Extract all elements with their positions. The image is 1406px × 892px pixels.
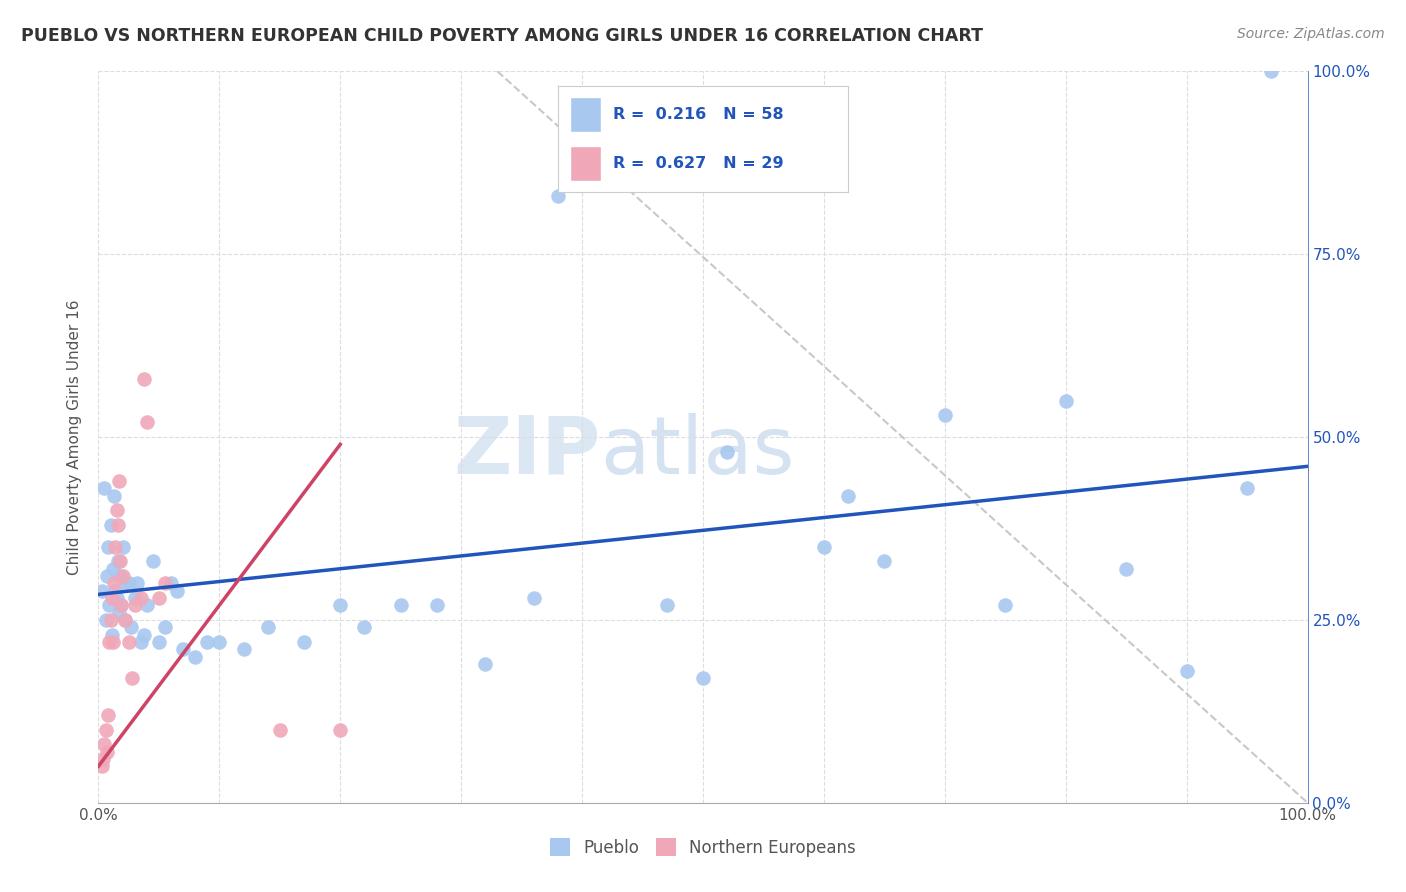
Point	[148, 635, 170, 649]
Point	[1054, 393, 1077, 408]
Point	[98, 635, 121, 649]
Point	[107, 517, 129, 532]
Point	[208, 635, 231, 649]
Point	[100, 627, 122, 641]
Point	[329, 599, 352, 613]
Point	[692, 672, 714, 686]
Point	[93, 737, 115, 751]
Legend: Pueblo, Northern Europeans: Pueblo, Northern Europeans	[550, 838, 856, 856]
Point	[934, 408, 956, 422]
Point	[104, 540, 127, 554]
Point	[96, 745, 118, 759]
Point	[994, 599, 1017, 613]
Point	[100, 517, 122, 532]
Point	[232, 642, 254, 657]
Point	[129, 635, 152, 649]
Point	[329, 723, 352, 737]
Text: Source: ZipAtlas.com: Source: ZipAtlas.com	[1237, 27, 1385, 41]
Text: atlas: atlas	[600, 413, 794, 491]
Point	[108, 474, 131, 488]
Point	[1236, 481, 1258, 495]
Point	[103, 576, 125, 591]
Point	[111, 569, 134, 583]
Point	[108, 554, 131, 568]
Point	[94, 723, 117, 737]
Point	[148, 591, 170, 605]
Point	[91, 759, 114, 773]
Point	[172, 642, 194, 657]
Point	[716, 444, 738, 458]
Point	[108, 606, 131, 620]
Point	[93, 481, 115, 495]
Point	[256, 620, 278, 634]
Point	[142, 554, 165, 568]
Point	[96, 569, 118, 583]
Point	[118, 576, 141, 591]
Point	[97, 540, 120, 554]
Point	[101, 635, 124, 649]
Point	[523, 591, 546, 605]
Point	[104, 583, 127, 598]
Point	[124, 591, 146, 605]
Point	[91, 752, 114, 766]
Point	[184, 649, 207, 664]
Point	[97, 708, 120, 723]
Point	[1260, 64, 1282, 78]
Point	[100, 591, 122, 605]
Point	[129, 591, 152, 605]
Point	[389, 599, 412, 613]
Point	[1115, 562, 1137, 576]
Point	[98, 599, 121, 613]
Point	[426, 599, 449, 613]
Point	[108, 569, 131, 583]
Point	[1175, 664, 1198, 678]
Point	[269, 723, 291, 737]
Point	[837, 489, 859, 503]
Point	[110, 599, 132, 613]
Text: PUEBLO VS NORTHERN EUROPEAN CHILD POVERTY AMONG GIRLS UNDER 16 CORRELATION CHART: PUEBLO VS NORTHERN EUROPEAN CHILD POVERT…	[21, 27, 983, 45]
Point	[112, 576, 135, 591]
Point	[124, 599, 146, 613]
Point	[120, 620, 142, 634]
Point	[134, 371, 156, 385]
Point	[118, 635, 141, 649]
Point	[110, 599, 132, 613]
Point	[121, 672, 143, 686]
Point	[195, 635, 218, 649]
Point	[153, 576, 176, 591]
Point	[655, 599, 678, 613]
Point	[153, 620, 176, 634]
Point	[166, 583, 188, 598]
Y-axis label: Child Poverty Among Girls Under 16: Child Poverty Among Girls Under 16	[67, 300, 83, 574]
Point	[353, 620, 375, 634]
Point	[103, 489, 125, 503]
Point	[94, 613, 117, 627]
Point	[292, 635, 315, 649]
Text: ZIP: ZIP	[453, 413, 600, 491]
Point	[107, 554, 129, 568]
Point	[114, 613, 136, 627]
Point	[127, 576, 149, 591]
Point	[100, 613, 122, 627]
Point	[111, 540, 134, 554]
Point	[160, 576, 183, 591]
Point	[101, 562, 124, 576]
Point	[873, 554, 896, 568]
Point	[91, 583, 114, 598]
Point	[135, 416, 157, 430]
Point	[105, 503, 128, 517]
Point	[134, 627, 156, 641]
Point	[114, 613, 136, 627]
Point	[547, 188, 569, 202]
Point	[813, 540, 835, 554]
Point	[474, 657, 496, 671]
Point	[105, 591, 128, 605]
Point	[135, 599, 157, 613]
